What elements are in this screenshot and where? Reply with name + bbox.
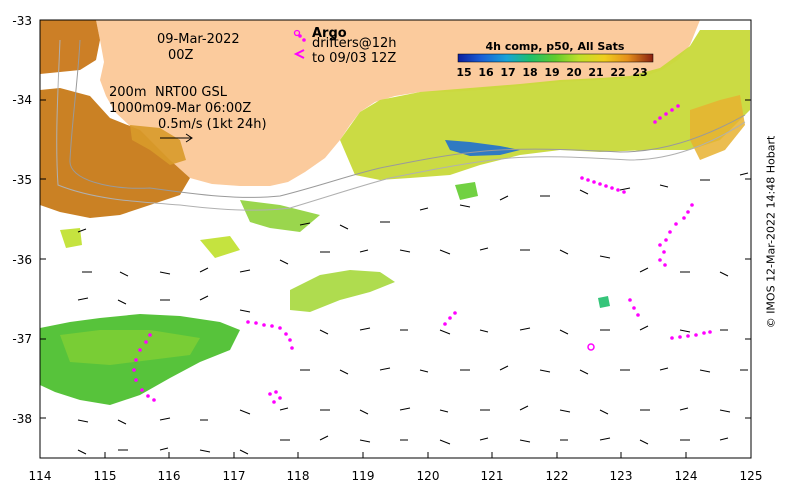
contour-200m-label: 200m <box>109 85 146 100</box>
x-tick-label: 119 <box>352 469 375 483</box>
sst-patch-south-west-2 <box>60 330 200 365</box>
sst-patch-nw2 <box>130 125 186 165</box>
x-tick-label: 122 <box>546 469 569 483</box>
y-tick-label: -38 <box>12 412 32 426</box>
y-tick-label: -34 <box>12 93 32 107</box>
copyright-text: © IMOS 12-Mar-2022 14:48 Hobart <box>764 135 778 329</box>
x-tick-label: 125 <box>740 469 763 483</box>
current-vectors <box>77 172 749 455</box>
colorbar-tick-label: 19 <box>544 66 559 79</box>
y-tick-label: -33 <box>12 14 32 28</box>
y-tick-labels: -33 -34 -35 -36 -37 -38 <box>12 14 32 426</box>
x-axis <box>39 452 752 458</box>
sst-patch-nw <box>40 20 100 74</box>
colorbar-tick-label: 18 <box>522 66 537 79</box>
colorbar <box>457 53 654 63</box>
colorbar-tick-label: 20 <box>566 66 582 79</box>
colorbar-tick-label: 16 <box>478 66 494 79</box>
x-tick-label: 118 <box>287 469 310 483</box>
date-label: 09-Mar-2022 <box>157 32 240 47</box>
y-tick-label: -37 <box>12 332 32 346</box>
y-axis <box>40 19 751 419</box>
contour-200m <box>69 39 746 198</box>
colorbar-tick-label: 21 <box>588 66 603 79</box>
x-tick-label: 123 <box>610 469 633 483</box>
scale-label: 0.5m/s (1kt 24h) <box>158 117 267 132</box>
x-tick-label: 116 <box>158 469 181 483</box>
drifters-legend-label: drifters@12h <box>312 36 397 51</box>
x-tick-label: 124 <box>675 469 698 483</box>
contour-1000m-label: 1000m <box>109 101 155 116</box>
colorbar-tick-label: 15 <box>456 66 471 79</box>
argo-float-marker <box>587 343 595 351</box>
sst-patch-west <box>40 88 190 218</box>
x-tick-label: 120 <box>417 469 440 483</box>
x-tick-label: 114 <box>29 469 52 483</box>
plot-frame <box>39 19 752 459</box>
drifter-legend-icon <box>293 49 305 59</box>
sst-patch-small-1 <box>60 228 82 248</box>
time-label: 00Z <box>168 48 194 63</box>
scale-arrow <box>160 133 193 143</box>
sst-patch-small-2 <box>200 236 240 258</box>
contour-1000m <box>56 39 746 211</box>
colorbar-ticks: 15 16 17 18 19 20 21 22 23 <box>456 66 647 79</box>
y-tick-label: -36 <box>12 253 32 267</box>
colorbar-tick-label: 17 <box>500 66 515 79</box>
sst-patch-shelf-green <box>240 200 320 232</box>
colorbar-tick-label: 23 <box>632 66 647 79</box>
sst-patch-small-3 <box>455 182 478 200</box>
sst-patch-cold-shelf <box>445 140 520 156</box>
x-tick-labels: 114 115 116 117 118 119 120 121 122 123 … <box>29 469 763 483</box>
colorbar-title: 4h comp, p50, All Sats <box>486 40 625 53</box>
sst-patch-small-4 <box>598 296 610 308</box>
drifter-tracks <box>132 34 712 404</box>
x-tick-label: 121 <box>481 469 504 483</box>
analysis-time-label: 09-Mar 06:00Z <box>155 101 251 116</box>
argo-legend-label: Argo <box>312 26 347 41</box>
product-label: NRT00 GSL <box>155 85 228 100</box>
x-tick-label: 115 <box>94 469 117 483</box>
y-tick-label: -35 <box>12 173 32 187</box>
sst-patch-mid <box>290 270 395 312</box>
drifters-time-label: to 09/03 12Z <box>312 51 396 66</box>
x-tick-label: 117 <box>223 469 246 483</box>
argo-legend-icon <box>293 29 301 37</box>
colorbar-tick-label: 22 <box>610 66 625 79</box>
sst-patch-bight-hot <box>690 95 745 160</box>
sst-patch-bight <box>340 30 750 180</box>
